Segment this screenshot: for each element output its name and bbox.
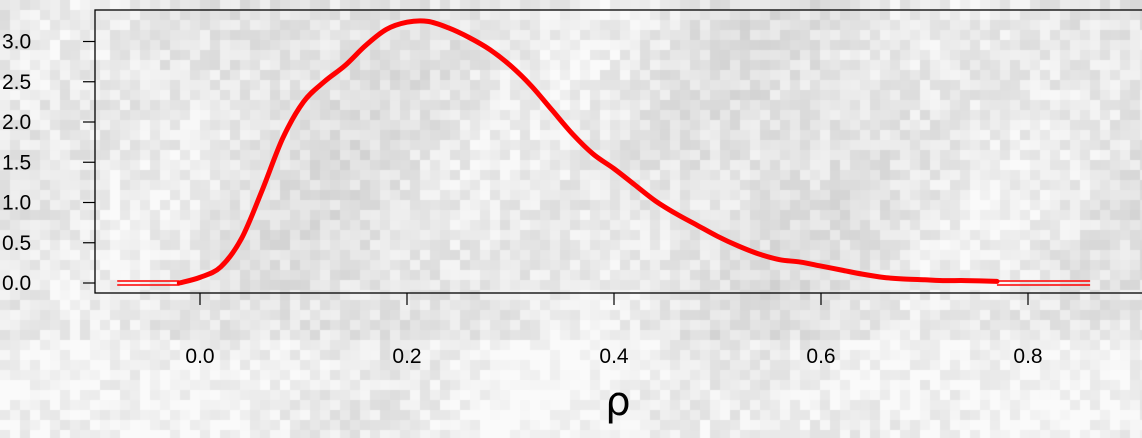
y-tick-label: 2.5 <box>2 71 31 94</box>
x-axis-title: ρ <box>605 379 630 425</box>
y-tick-label: 0.0 <box>2 272 31 295</box>
density-curve <box>176 18 1000 286</box>
y-tick-label: 1.0 <box>2 192 31 215</box>
y-tick-label: 3.0 <box>2 31 31 54</box>
y-tick-label: 2.0 <box>2 111 31 134</box>
x-tick-label: 0.4 <box>599 345 629 368</box>
plot-frame <box>94 9 1142 294</box>
y-tick-label: 1.5 <box>2 151 31 174</box>
x-tick-label: 0.6 <box>806 345 835 368</box>
x-tick-label: 0.8 <box>1013 345 1042 368</box>
x-tick-label: 0.0 <box>185 345 214 368</box>
x-tick-label: 0.2 <box>392 345 421 368</box>
y-tick-label: 0.5 <box>2 232 31 255</box>
